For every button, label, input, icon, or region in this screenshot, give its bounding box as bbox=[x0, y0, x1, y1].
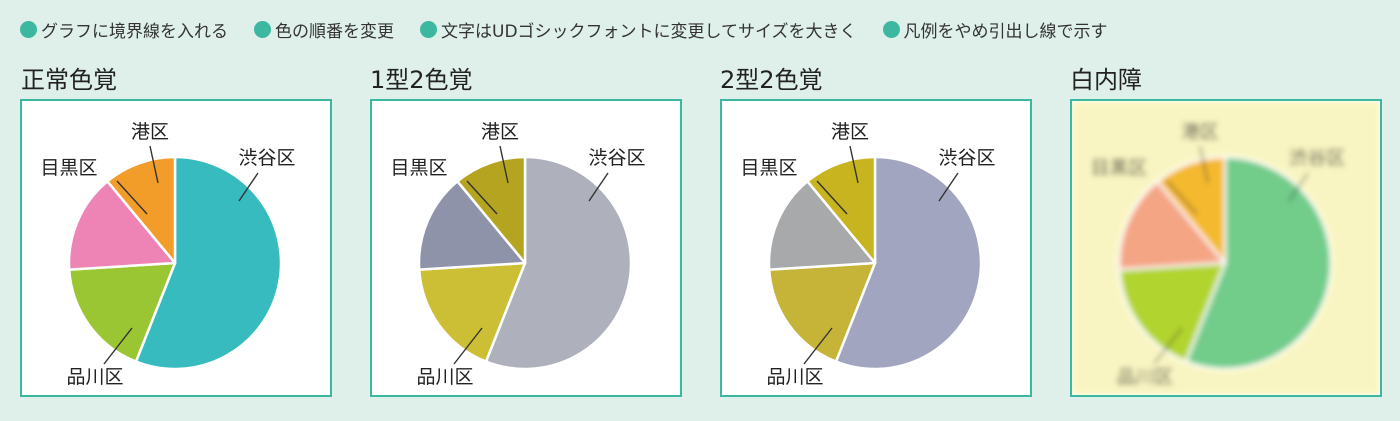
chart-frame-deutan: 渋谷区品川区 目黒区 港区 bbox=[720, 99, 1032, 397]
tips-bar: グラフに境界線を入れる 色の順番を変更 文字はUDゴシックフォントに変更してサイ… bbox=[20, 14, 1390, 44]
slice-label-minato: 港区 bbox=[1181, 121, 1219, 143]
tip-3: 文字はUDゴシックフォントに変更してサイズを大きく bbox=[420, 17, 857, 42]
leader-line-shinagawa bbox=[103, 327, 133, 365]
bullet-dot-icon bbox=[254, 20, 271, 38]
leader-line-shibuya bbox=[1288, 172, 1309, 202]
panel-title-deutan: 2型2色覚 bbox=[720, 66, 823, 94]
panel-title-cataract: 白内障 bbox=[1070, 66, 1142, 94]
pie-slice-minato bbox=[456, 155, 527, 265]
leader-line-meguro bbox=[816, 180, 848, 215]
slice-label-meguro: 目黒区 bbox=[740, 157, 797, 179]
pie-slice-meguro bbox=[67, 180, 177, 271]
leader-line-minato bbox=[849, 145, 859, 184]
chart-frame-cataract: 渋谷区品川区 目黒区 港区 bbox=[1070, 99, 1382, 397]
pie-slice-shinagawa bbox=[1117, 261, 1227, 363]
panel-title-protan: 1型2色覚 bbox=[370, 66, 473, 94]
pie-slice-minato bbox=[806, 155, 877, 265]
tip-4: 凡例をやめ引出し線で示す bbox=[882, 17, 1108, 42]
slice-label-shibuya: 渋谷区 bbox=[588, 147, 645, 169]
slice-label-shinagawa: 品川区 bbox=[1116, 366, 1173, 388]
leader-line-shibuya bbox=[238, 172, 259, 202]
leader-line-shibuya bbox=[938, 172, 959, 202]
chart-frame-normal: 渋谷区品川区 目黒区 港区 bbox=[20, 99, 332, 397]
slice-label-shibuya: 渋谷区 bbox=[238, 147, 295, 169]
pie-slice-shibuya bbox=[484, 155, 633, 371]
tip-text: 文字はUDゴシックフォントに変更してサイズを大きく bbox=[441, 21, 857, 42]
pie-slice-meguro bbox=[767, 180, 877, 271]
bullet-dot-icon bbox=[420, 20, 437, 38]
slice-label-shibuya: 渋谷区 bbox=[1288, 147, 1345, 169]
leader-line-meguro bbox=[116, 180, 148, 215]
chart-frame-protan: 渋谷区品川区 目黒区 港区 bbox=[370, 99, 682, 397]
slice-label-minato: 港区 bbox=[481, 121, 519, 143]
slice-label-shinagawa: 品川区 bbox=[766, 366, 823, 388]
tip-1: グラフに境界線を入れる bbox=[20, 17, 228, 42]
slice-label-meguro: 目黒区 bbox=[40, 157, 97, 179]
leader-line-shinagawa bbox=[803, 327, 833, 365]
tip-text: グラフに境界線を入れる bbox=[41, 21, 228, 42]
pie-slice-shibuya bbox=[1184, 155, 1333, 371]
slice-label-shibuya: 渋谷区 bbox=[938, 147, 995, 169]
tip-text: 色の順番を変更 bbox=[275, 21, 394, 42]
pie-slice-shinagawa bbox=[767, 261, 877, 363]
leader-line-shibuya bbox=[588, 172, 609, 202]
bullet-dot-icon bbox=[882, 20, 900, 38]
slice-label-shinagawa: 品川区 bbox=[416, 366, 473, 388]
pie-slice-shinagawa bbox=[67, 261, 177, 363]
pie-slice-minato bbox=[1156, 155, 1227, 265]
leader-line-meguro bbox=[1166, 180, 1198, 215]
pie-slice-meguro bbox=[1117, 180, 1227, 271]
slice-label-shinagawa: 品川区 bbox=[66, 366, 123, 388]
bullet-dot-icon bbox=[20, 20, 37, 38]
slice-label-minato: 港区 bbox=[131, 121, 169, 143]
slice-label-meguro: 目黒区 bbox=[1090, 157, 1147, 179]
slice-label-minato: 港区 bbox=[831, 121, 869, 143]
pie-slice-minato bbox=[106, 155, 177, 265]
leader-line-meguro bbox=[466, 180, 498, 215]
leader-line-shinagawa bbox=[1153, 327, 1183, 365]
tip-2: 色の順番を変更 bbox=[254, 17, 394, 42]
leader-line-shinagawa bbox=[453, 327, 483, 365]
pie-slice-shibuya bbox=[834, 155, 983, 371]
leader-line-minato bbox=[499, 145, 509, 184]
pie-slice-shinagawa bbox=[417, 261, 527, 363]
tip-text: 凡例をやめ引出し線で示す bbox=[903, 21, 1108, 42]
slice-label-meguro: 目黒区 bbox=[390, 157, 447, 179]
leader-line-minato bbox=[1199, 145, 1209, 184]
leader-line-minato bbox=[149, 145, 159, 184]
pie-slice-shibuya bbox=[134, 155, 283, 371]
panel-title-normal: 正常色覚 bbox=[21, 66, 117, 94]
pie-slice-meguro bbox=[417, 180, 527, 271]
